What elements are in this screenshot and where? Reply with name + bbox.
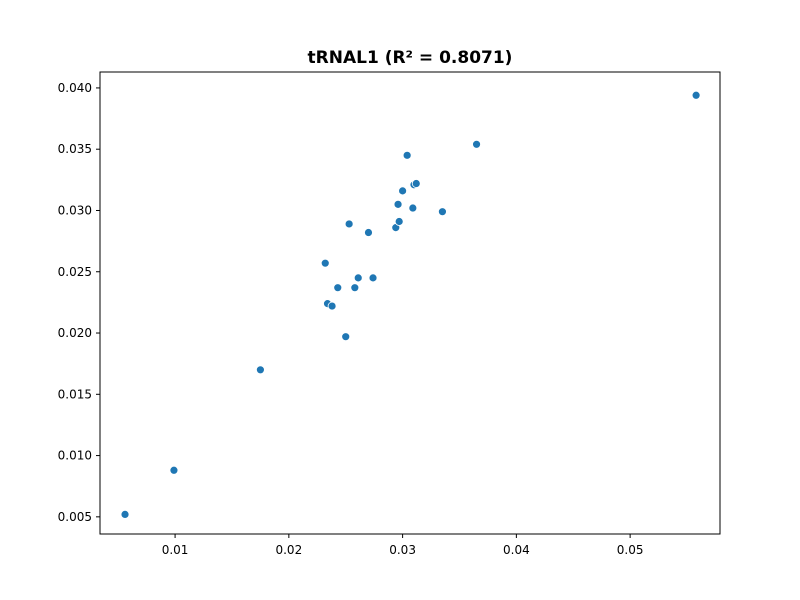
data-point: [320, 258, 330, 268]
y-tick-label: 0.040: [58, 81, 92, 95]
data-point: [398, 186, 408, 196]
data-point: [691, 90, 701, 100]
data-point: [411, 179, 421, 188]
x-tick-label: 0.04: [503, 543, 530, 557]
chart-title: tRNAL1 (R² = 0.8071): [308, 48, 513, 68]
data-point: [393, 199, 403, 209]
data-point: [438, 207, 447, 217]
data-points: [120, 90, 701, 519]
data-point: [169, 465, 179, 475]
plot-area: [99, 71, 721, 535]
data-point: [402, 150, 412, 160]
data-point: [368, 273, 378, 283]
x-tick-label: 0.05: [617, 543, 644, 557]
y-axis: 0.005 0.010 0.015 0.020 0.025 0.030 0.035 0.040: [58, 81, 100, 524]
data-point: [408, 203, 418, 213]
data-point: [353, 273, 363, 283]
data-point: [256, 365, 265, 375]
data-point: [364, 228, 373, 237]
y-tick-label: 0.010: [58, 449, 92, 463]
data-point: [327, 301, 337, 311]
data-point: [350, 283, 360, 293]
x-tick-label: 0.03: [389, 543, 416, 557]
data-point: [394, 217, 404, 226]
x-axis: 0.01 0.02 0.03 0.04 0.05: [162, 534, 644, 557]
y-tick-label: 0.005: [58, 510, 92, 524]
data-point: [472, 139, 481, 149]
y-tick-label: 0.015: [58, 387, 92, 401]
data-point: [344, 219, 354, 229]
x-tick-label: 0.01: [162, 543, 189, 557]
data-point: [341, 332, 351, 342]
y-tick-label: 0.035: [58, 142, 92, 156]
data-point: [120, 509, 130, 519]
y-tick-label: 0.020: [58, 326, 92, 340]
x-tick-label: 0.02: [275, 543, 302, 557]
data-point: [333, 283, 343, 293]
y-tick-label: 0.025: [58, 265, 92, 279]
y-tick-label: 0.030: [58, 203, 92, 217]
